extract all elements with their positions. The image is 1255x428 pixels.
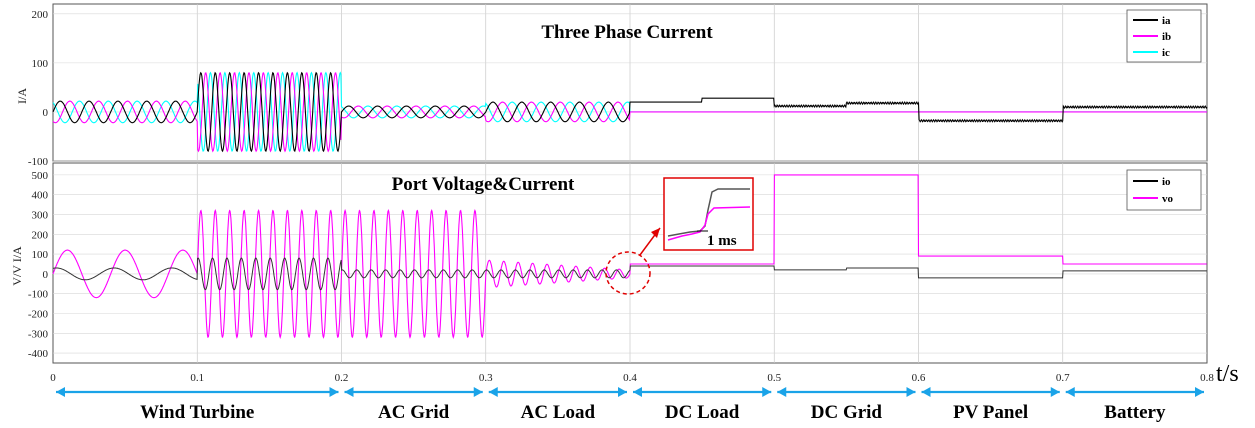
y-tick-label: -400 bbox=[28, 348, 49, 360]
y-tick-label: 0 bbox=[43, 269, 49, 281]
segment-arrowhead-left bbox=[344, 387, 354, 397]
segment-arrowhead-right bbox=[1050, 387, 1060, 397]
legend-label-ic: ic bbox=[1162, 47, 1170, 59]
ia-trace bbox=[52, 71, 1208, 153]
segment-arrows bbox=[56, 387, 1204, 397]
x-tick-labels: 0 0.1 0.2 0.3 0.4 0.5 0.6 0.7 0.8 bbox=[50, 372, 1214, 384]
top-y-ticks: 200 100 0 -100 bbox=[28, 9, 49, 168]
segment-label: DC Load bbox=[665, 402, 740, 423]
x-tick-label: 0.3 bbox=[479, 372, 493, 384]
segment-label: DC Grid bbox=[811, 402, 883, 423]
y-tick-label: 400 bbox=[32, 190, 49, 202]
segment-labels: Wind Turbine AC Grid AC Load DC Load DC Grid… bbox=[140, 402, 1166, 423]
segment-arrowhead-right bbox=[473, 387, 483, 397]
x-tick-label: 0 bbox=[50, 372, 56, 384]
top-y-axis-label: I/A bbox=[15, 88, 29, 104]
top-series bbox=[52, 71, 1208, 153]
segment-arrowhead-right bbox=[618, 387, 627, 397]
segment-arrowhead-left bbox=[921, 387, 931, 397]
segment-arrowhead-left bbox=[777, 387, 787, 397]
x-tick-label: 0.6 bbox=[912, 372, 926, 384]
inset-pointer-arrowhead bbox=[651, 228, 660, 238]
segment-arrowhead-right bbox=[1195, 387, 1204, 397]
y-tick-label: -100 bbox=[28, 289, 49, 301]
segment-label: Battery bbox=[1104, 402, 1166, 423]
y-tick-label: 200 bbox=[32, 9, 49, 21]
top-panel-title: Three Phase Current bbox=[541, 22, 713, 43]
legend-label-io: io bbox=[1162, 176, 1171, 188]
segment-arrowhead-left bbox=[633, 387, 642, 397]
x-tick-label: 0.5 bbox=[767, 372, 781, 384]
y-tick-label: -200 bbox=[28, 308, 49, 320]
x-tick-label: 0.2 bbox=[335, 372, 349, 384]
legend-label-ia: ia bbox=[1162, 15, 1171, 27]
bottom-y-ticks: 500 400 300 200 100 0 -100 -200 -300 -400 bbox=[28, 170, 49, 360]
inset-annotation: 1 ms bbox=[707, 233, 737, 249]
zoom-inset: 1 ms bbox=[605, 177, 754, 295]
y-tick-label: -300 bbox=[28, 328, 49, 340]
segment-arrowhead-left bbox=[56, 387, 65, 397]
y-tick-label: 100 bbox=[32, 249, 49, 261]
segment-arrowhead-right bbox=[762, 387, 772, 397]
inset-vo-trace bbox=[667, 206, 751, 241]
x-tick-label: 0.4 bbox=[623, 372, 637, 384]
bottom-y-axis-label: V/V I/A bbox=[10, 246, 24, 286]
segment-label: AC Grid bbox=[378, 402, 450, 423]
segment-label: PV Panel bbox=[953, 402, 1028, 423]
x-tick-label: 0.1 bbox=[190, 372, 204, 384]
highlight-circle bbox=[605, 251, 651, 295]
segment-arrowhead-right bbox=[906, 387, 916, 397]
y-tick-label: -100 bbox=[28, 156, 49, 168]
x-tick-label: 0.8 bbox=[1200, 372, 1214, 384]
x-tick-label: 0.7 bbox=[1056, 372, 1070, 384]
y-tick-label: 200 bbox=[32, 229, 49, 241]
io-trace bbox=[52, 257, 1207, 291]
y-tick-label: 500 bbox=[32, 170, 49, 182]
legend-label-vo: vo bbox=[1162, 193, 1174, 205]
y-tick-label: 100 bbox=[32, 58, 49, 70]
segment-label: Wind Turbine bbox=[140, 402, 254, 423]
bottom-legend: io vo bbox=[1126, 169, 1202, 211]
segment-arrowhead-left bbox=[1065, 387, 1075, 397]
legend-label-ib: ib bbox=[1162, 31, 1171, 43]
bottom-panel-title: Port Voltage&Current bbox=[392, 174, 575, 195]
bottom-series bbox=[52, 174, 1207, 340]
y-tick-label: 0 bbox=[43, 107, 49, 119]
y-tick-label: 300 bbox=[32, 209, 49, 221]
x-axis-unit: t/s bbox=[1216, 361, 1239, 387]
vo-trace bbox=[52, 174, 1207, 340]
segment-arrowhead-left bbox=[488, 387, 498, 397]
segment-label: AC Load bbox=[521, 402, 596, 423]
bottom-legend-box bbox=[1126, 169, 1202, 211]
top-legend: ia ib ic bbox=[1126, 9, 1202, 63]
segment-arrowhead-right bbox=[329, 387, 339, 397]
